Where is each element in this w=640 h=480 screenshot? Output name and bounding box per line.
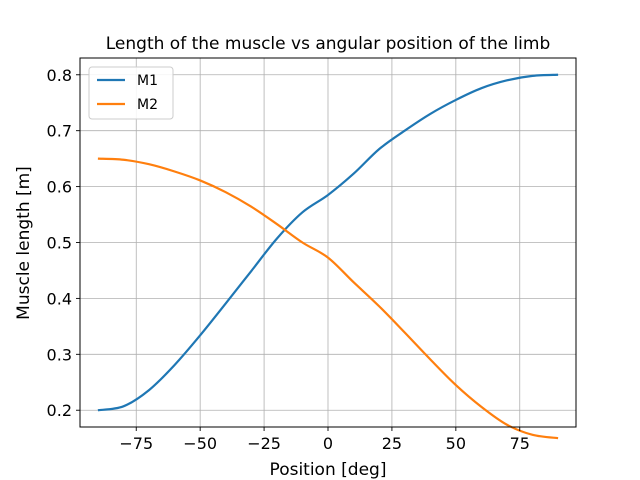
x-tick-label: 50 bbox=[446, 434, 466, 453]
x-tick-label: −75 bbox=[119, 434, 153, 453]
x-tick-label: −25 bbox=[247, 434, 281, 453]
grid bbox=[80, 58, 576, 427]
x-tick-label: 75 bbox=[510, 434, 530, 453]
y-tick-label: 0.7 bbox=[47, 122, 72, 141]
x-tick-label: −50 bbox=[183, 434, 217, 453]
y-tick-label: 0.2 bbox=[47, 401, 72, 420]
y-tick-label: 0.4 bbox=[47, 289, 72, 308]
chart-title: Length of the muscle vs angular position… bbox=[106, 34, 551, 54]
series-line-m2 bbox=[97, 157, 559, 440]
legend-label-m2: M2 bbox=[137, 97, 158, 113]
x-tick-label: 0 bbox=[323, 434, 333, 453]
y-tick-label: 0.6 bbox=[47, 178, 72, 197]
x-tick-label: 25 bbox=[382, 434, 402, 453]
series-line-m1 bbox=[97, 73, 559, 412]
y-axis-label: Muscle length [m] bbox=[14, 166, 34, 320]
series-lines bbox=[97, 73, 559, 440]
legend-label-m1: M1 bbox=[137, 73, 158, 89]
y-tick-label: 0.8 bbox=[47, 66, 72, 85]
x-axis-label: Position [deg] bbox=[270, 460, 387, 480]
legend: M1 M2 bbox=[88, 66, 174, 120]
y-tick-label: 0.3 bbox=[47, 345, 72, 364]
axis-ticks: −75 −50 −25 0 25 50 75 0.2 0.3 0.4 0.5 0.6 0.7 0.8 bbox=[47, 66, 530, 453]
legend-box bbox=[88, 66, 174, 120]
y-tick-label: 0.5 bbox=[47, 234, 72, 253]
